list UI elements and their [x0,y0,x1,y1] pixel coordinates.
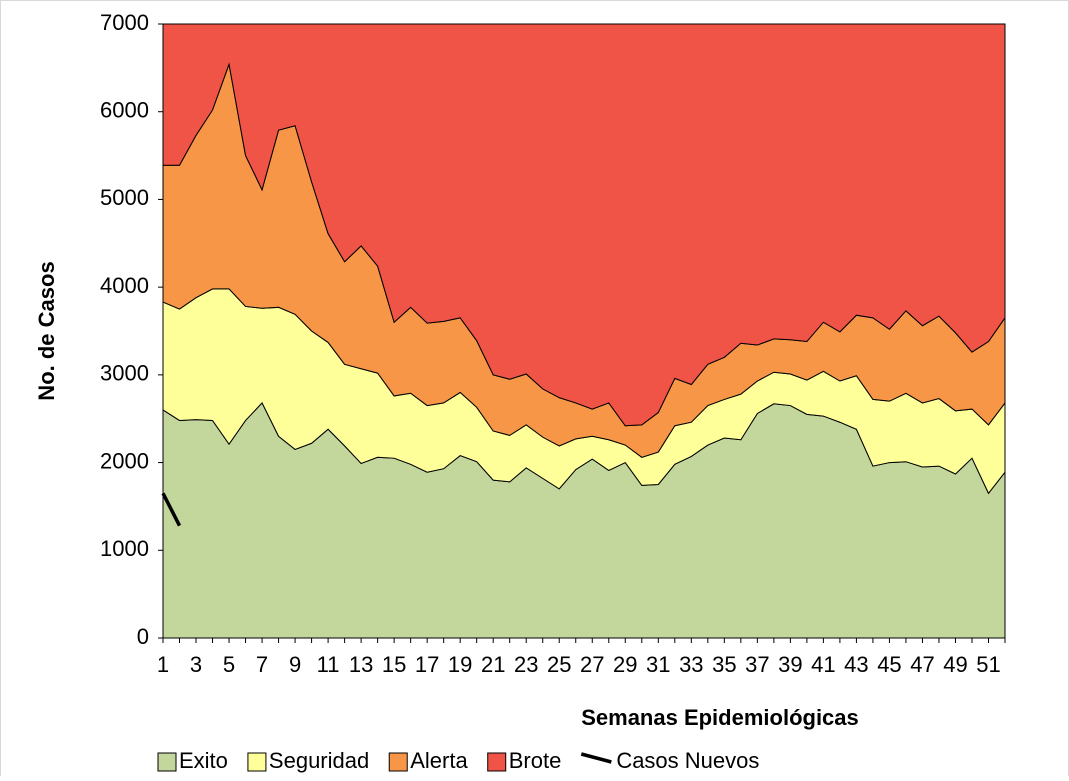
x-tick-label: 11 [317,652,340,677]
x-tick-label: 19 [448,652,472,677]
x-tick-label: 33 [679,652,703,677]
x-tick-label: 1 [157,652,169,677]
y-tick-label: 5000 [100,185,149,210]
legend-swatch [388,752,408,772]
x-axis-title: Semanas Epidemiológicas [581,705,859,730]
legend-swatch [580,752,612,764]
area-band [162,23,1006,427]
y-tick-label: 2000 [100,448,149,473]
x-tick-label: 43 [844,652,868,677]
x-tick-label: 27 [580,652,604,677]
x-tick-label: 49 [943,652,967,677]
x-tick-label: 15 [382,652,406,677]
x-tick-label: 5 [223,652,235,677]
x-tick-label: 29 [613,652,637,677]
x-tick-label: 35 [712,652,736,677]
x-tick-label: 31 [646,652,670,677]
x-tick-label: 39 [778,652,802,677]
x-tick-label: 13 [349,652,373,677]
x-tick-label: 45 [877,652,901,677]
x-tick-label: 17 [415,652,439,677]
legend-label: Brote [509,748,562,773]
x-tick-label: 41 [811,652,835,677]
legend-label: Exito [179,748,228,773]
y-tick-label: 3000 [100,361,149,386]
line-series [161,492,182,527]
legend-swatch [487,752,507,772]
y-tick-label: 6000 [100,98,149,123]
legend-swatch [247,752,267,772]
x-tick-label: 47 [910,652,934,677]
legend-label: Seguridad [269,748,369,773]
y-tick-label: 1000 [100,536,149,561]
y-tick-label: 0 [137,624,149,649]
x-tick-label: 9 [289,652,301,677]
y-tick-label: 4000 [100,273,149,298]
y-tick-label: 7000 [100,10,149,35]
x-tick-label: 37 [745,652,769,677]
legend-label: Casos Nuevos [616,748,759,773]
legend-label: Alerta [410,748,468,773]
x-tick-label: 3 [190,652,202,677]
legend-swatch [157,752,177,772]
x-tick-label: 51 [976,652,1000,677]
x-tick-label: 21 [481,652,505,677]
x-tick-label: 23 [514,652,538,677]
y-axis-title: No. de Casos [34,261,59,400]
x-tick-label: 7 [256,652,268,677]
x-tick-label: 25 [547,652,571,677]
